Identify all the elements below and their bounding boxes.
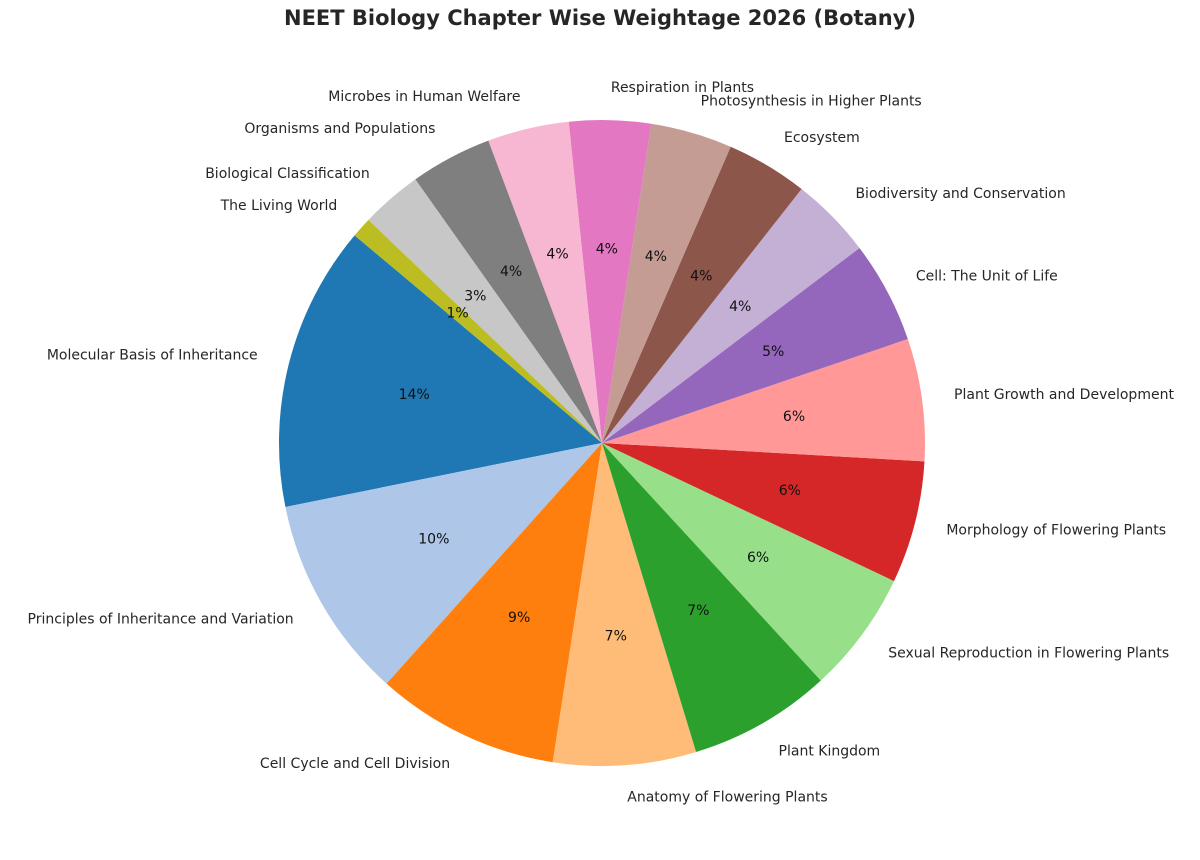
percent-label: 4% — [690, 269, 712, 285]
percent-label: 6% — [779, 483, 801, 499]
percent-label: 6% — [783, 409, 805, 425]
pie-slice — [602, 443, 925, 582]
slice-label: Sexual Reproduction in Flowering Plants — [888, 645, 1169, 661]
percent-label: 4% — [596, 241, 618, 257]
percent-label: 14% — [399, 387, 430, 403]
percent-label: 4% — [645, 249, 667, 265]
percent-label: 4% — [729, 299, 751, 315]
pie-slice — [568, 119, 652, 443]
slice-label: Cell: The Unit of Life — [916, 268, 1058, 284]
pie-slice — [415, 140, 602, 443]
percent-labels: 14% 10% 9% 7% 7% 6% 6% 6% 5% 4% 4% 4% 4% 4% 4% 3% 1% — [399, 241, 806, 644]
pie-slice — [285, 443, 602, 684]
slice-label: Principles of Inheritance and Variation — [28, 612, 294, 628]
slice-label: Microbes in Human Welfare — [328, 89, 520, 105]
pie-slice — [602, 247, 908, 443]
percent-label: 7% — [605, 628, 627, 644]
slice-label: Molecular Basis of Inheritance — [47, 347, 258, 363]
slice-label: Ecosystem — [784, 130, 860, 146]
percent-label: 9% — [508, 610, 530, 626]
slice-label: Anatomy of Flowering Plants — [627, 789, 827, 805]
pie-slice — [602, 443, 895, 681]
percent-label: 5% — [762, 344, 784, 360]
pie-slice — [368, 179, 602, 443]
slice-label: Biodiversity and Conservation — [855, 186, 1065, 202]
slice-labels: Molecular Basis of Inheritance Principles… — [28, 80, 1175, 806]
slice-label: Plant Growth and Development — [954, 387, 1174, 403]
percent-label: 10% — [418, 531, 449, 547]
percent-label: 3% — [464, 288, 486, 304]
pie-slice — [386, 443, 602, 763]
slice-label: Organisms and Populations — [244, 121, 435, 137]
slice-label: Respiration in Plants — [611, 80, 754, 96]
slice-label: Cell Cycle and Cell Division — [260, 756, 450, 772]
percent-label: 1% — [447, 306, 469, 322]
percent-label: 7% — [687, 603, 709, 619]
slice-label: The Living World — [220, 198, 338, 214]
pie-slice — [602, 146, 802, 443]
pie-slice — [279, 235, 602, 508]
percent-label: 4% — [546, 246, 568, 262]
percent-label: 4% — [500, 264, 522, 280]
pie-slice — [602, 339, 925, 462]
slice-label: Plant Kingdom — [779, 743, 881, 759]
pie-slice — [602, 123, 731, 444]
pie-slice — [602, 443, 821, 752]
slice-label: Biological Classification — [205, 166, 370, 182]
pie-slice — [602, 189, 860, 443]
pie-slices — [279, 119, 925, 766]
slice-label: Morphology of Flowering Plants — [946, 523, 1166, 539]
pie-slice — [552, 443, 697, 766]
pie-slice — [354, 219, 602, 443]
chart-title: NEET Biology Chapter Wise Weightage 2026… — [284, 6, 916, 30]
percent-label: 6% — [747, 550, 769, 566]
pie-slice — [488, 121, 602, 443]
slice-label: Photosynthesis in Higher Plants — [701, 94, 922, 110]
